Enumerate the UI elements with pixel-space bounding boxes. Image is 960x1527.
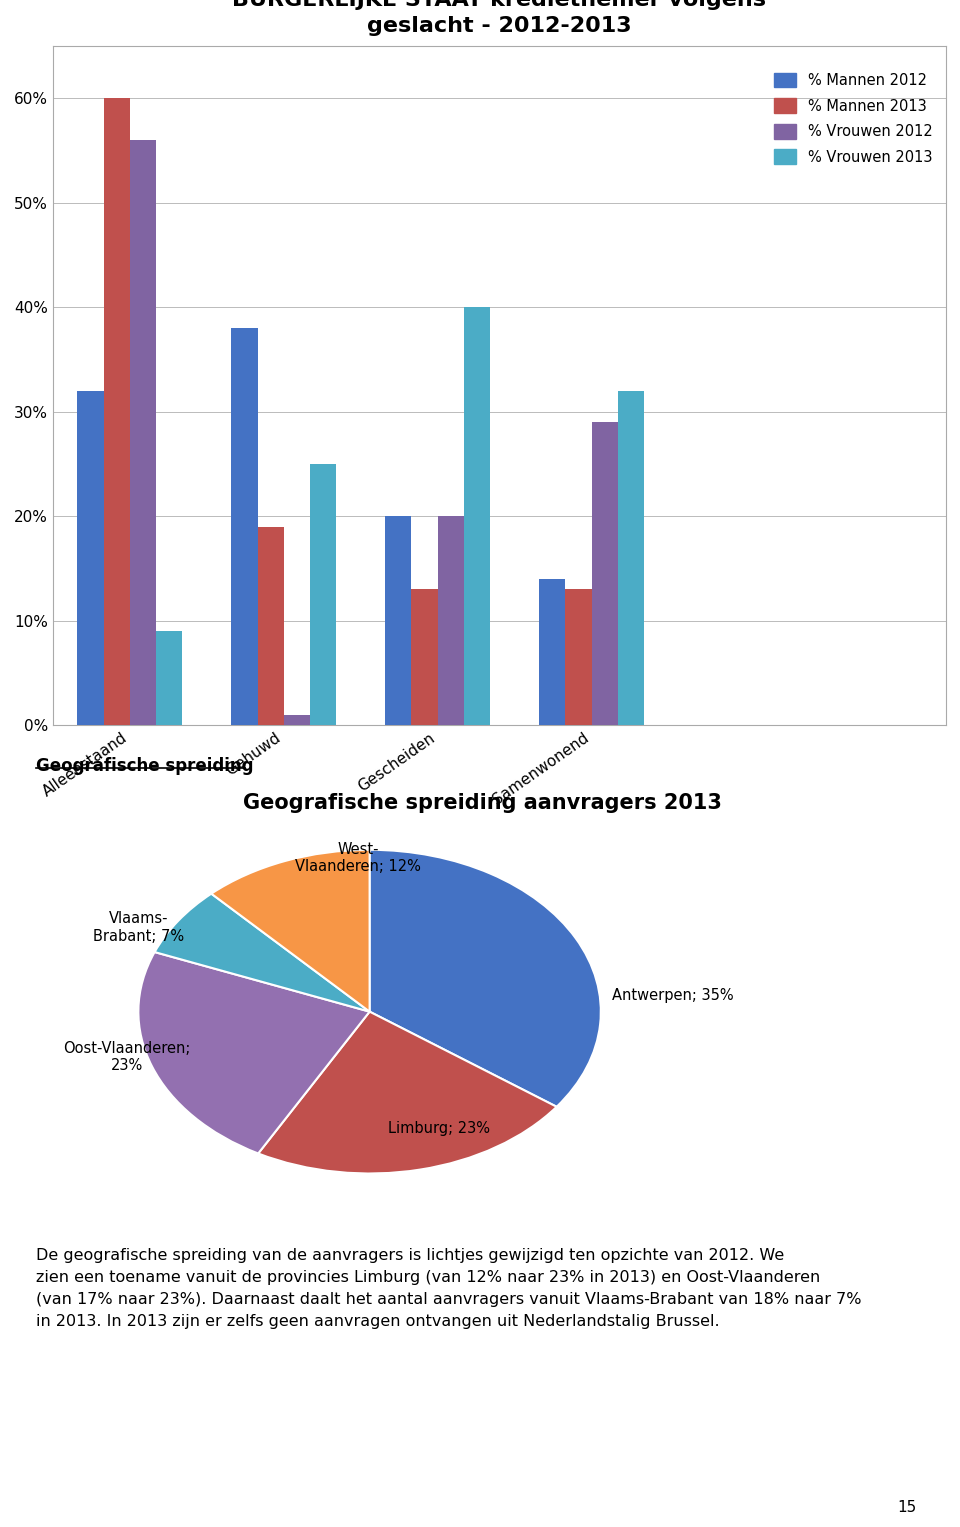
Bar	[104, 98, 130, 725]
Text: Geografische spreiding: Geografische spreiding	[36, 757, 254, 776]
Text: Antwerpen; 35%: Antwerpen; 35%	[612, 988, 734, 1003]
Bar	[540, 579, 565, 725]
Bar	[284, 715, 310, 725]
Bar	[412, 589, 438, 725]
Bar	[464, 307, 490, 725]
Text: West-
Vlaanderen; 12%: West- Vlaanderen; 12%	[295, 841, 421, 873]
Text: Vlaams-
Brabant; 7%: Vlaams- Brabant; 7%	[93, 912, 184, 944]
Text: Oost-Vlaanderen;
23%: Oost-Vlaanderen; 23%	[63, 1041, 190, 1073]
Wedge shape	[155, 893, 370, 1012]
Bar	[617, 391, 644, 725]
Text: 15: 15	[898, 1500, 917, 1515]
Bar	[438, 516, 464, 725]
Text: De geografische spreiding van de aanvragers is lichtjes gewijzigd ten opzichte v: De geografische spreiding van de aanvrag…	[36, 1248, 862, 1328]
Bar	[231, 328, 257, 725]
Wedge shape	[138, 951, 370, 1153]
Bar	[565, 589, 591, 725]
Text: Limburg; 23%: Limburg; 23%	[388, 1121, 490, 1136]
Bar	[591, 421, 617, 725]
Wedge shape	[258, 1012, 557, 1173]
Bar	[385, 516, 412, 725]
Legend: % Mannen 2012, % Mannen 2013, % Vrouwen 2012, % Vrouwen 2013: % Mannen 2012, % Mannen 2013, % Vrouwen …	[768, 67, 938, 171]
Bar	[78, 391, 104, 725]
Bar	[130, 140, 156, 725]
Bar	[156, 631, 182, 725]
Bar	[310, 464, 336, 725]
Bar	[257, 527, 284, 725]
Text: Geografische spreiding aanvragers 2013: Geografische spreiding aanvragers 2013	[243, 793, 722, 812]
Title: BURGERLIJKE STAAT kredietnemer volgens
geslacht - 2012-2013: BURGERLIJKE STAAT kredietnemer volgens g…	[232, 0, 766, 37]
Wedge shape	[370, 849, 601, 1107]
Wedge shape	[211, 849, 370, 1012]
